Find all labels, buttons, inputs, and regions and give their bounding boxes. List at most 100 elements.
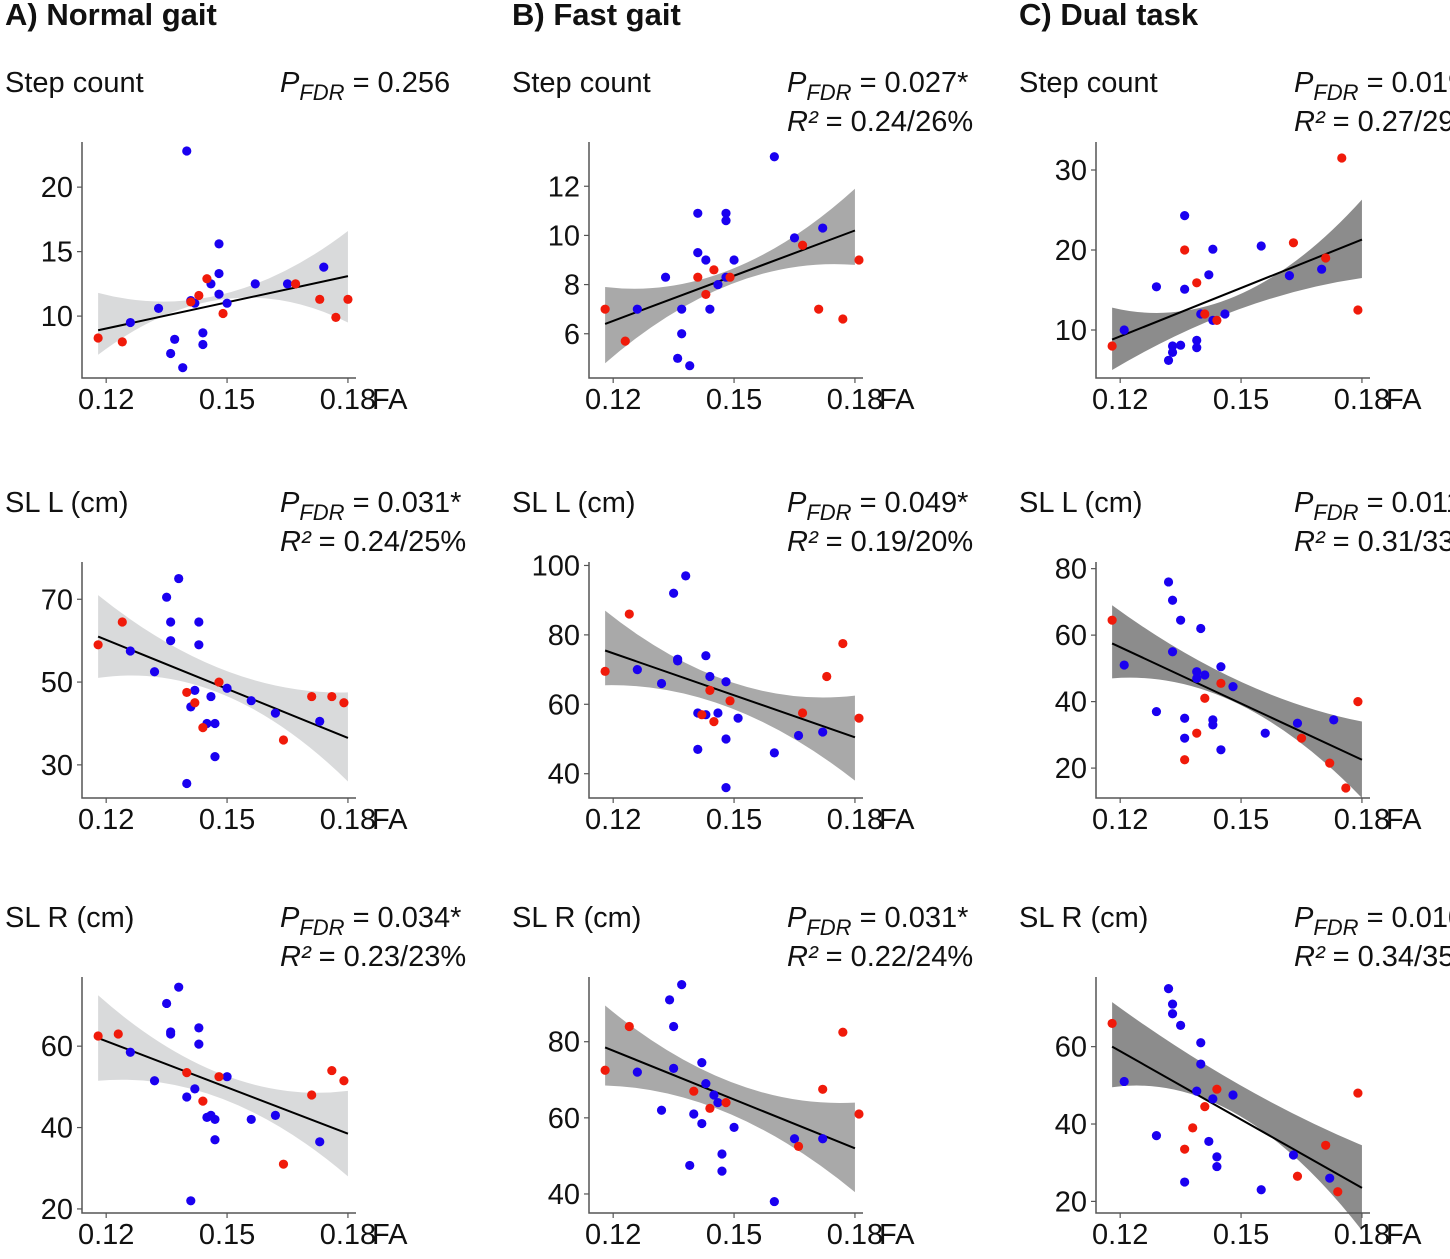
y-tick-label-0: 10 [1055,315,1087,347]
point-blue-15 [1216,745,1226,755]
point-blue-9 [697,1118,707,1129]
point-blue-16 [282,279,293,289]
y-tick-label-0: 20 [1055,1186,1087,1218]
r2-label: R²= 0.27/29% [1294,106,1450,138]
point-blue-18 [1292,718,1303,728]
regression-line [604,649,856,739]
point-blue-17 [1260,728,1270,738]
x-tick-label-1: 0.15 [1213,1219,1269,1251]
x-tick-label-0: 0.12 [1092,384,1148,416]
point-red-2 [186,297,196,307]
point-blue-13 [210,751,220,762]
point-blue-18 [315,1137,325,1147]
point-red-4 [214,1072,224,1082]
y-tick-label-1: 60 [548,689,580,721]
y-axis-label: Step count [512,67,651,99]
point-red-9 [343,294,353,304]
point-blue-9 [198,339,208,350]
y-tick-label-2: 60 [1055,620,1087,652]
x-tick-label-1: 0.15 [199,384,255,416]
point-red-1 [1180,755,1190,765]
p-value: = 0.256 [353,67,451,99]
point-blue-15 [733,713,743,723]
point-blue-17 [789,1134,800,1144]
point-blue-4 [166,636,176,646]
point-red-7 [1333,1187,1343,1197]
point-blue-6 [693,208,703,218]
r2-label: R² = 0.19/20% [787,526,973,558]
point-red-5 [1296,733,1307,743]
point-blue-9 [1196,1059,1206,1069]
point-blue-6 [1180,1177,1190,1187]
point-red-3 [198,1096,208,1106]
point-red-7 [1341,783,1351,793]
p-subscript: FDR [1313,915,1358,940]
point-blue-0 [1119,1076,1129,1087]
point-blue-8 [198,328,208,338]
point-blue-6 [1180,211,1190,221]
point-blue-0 [125,646,135,656]
point-blue-2 [1163,984,1174,994]
axes [1095,977,1370,1214]
p-subscript: FDR [299,500,344,525]
p-value-label: PFDR = 0.256 [280,67,450,105]
p-value-label: PFDR = 0.031* [787,902,968,940]
point-red-6 [307,1090,317,1100]
y-tick-label-0: 10 [41,301,73,333]
point-red-4 [1216,678,1226,688]
point-blue-4 [166,1029,176,1039]
r2-value: = 0.31/33% [1333,526,1450,558]
point-blue-4 [1167,647,1178,657]
point-blue-0 [632,664,642,675]
point-red-7 [822,671,832,682]
point-blue-2 [669,588,679,598]
point-red-8 [838,314,848,324]
point-red-2 [697,710,707,720]
x-tick-label-1: 0.15 [706,804,762,836]
point-red-4 [198,723,208,733]
x-tick-label-0: 0.12 [585,384,641,416]
x-axis-label: FA [1386,804,1422,836]
point-red-2 [1188,1123,1198,1133]
p-value-label: PFDR = 0.049* [787,487,968,525]
point-blue-8 [190,1084,200,1094]
point-blue-10 [705,671,715,682]
point-red-7 [1337,153,1347,163]
point-red-4 [1212,315,1222,325]
r2-value: = 0.23/23% [319,941,467,973]
point-red-0 [93,1031,103,1041]
r2-symbol: R² [1294,106,1326,138]
x-axis-label: FA [1386,384,1422,416]
axes [81,977,356,1214]
p-value: = 0.049* [860,487,969,519]
point-blue-1 [1151,706,1162,717]
point-red-7 [814,304,824,314]
point-blue-13 [214,289,224,299]
point-red-6 [278,735,289,745]
point-blue-8 [701,651,711,661]
panel-4: SL L (cm) PFDR = 0.049* R² = 0.19/20% 40 60 80 1… [512,487,973,836]
point-blue-13 [210,1135,220,1145]
point-blue-7 [190,685,200,695]
y-tick-label-0: 40 [548,759,580,791]
point-blue-3 [669,1021,679,1032]
point-red-8 [327,691,337,702]
x-tick-label-2: 0.18 [1334,384,1390,416]
point-blue-0 [125,317,135,328]
point-blue-5 [685,361,695,371]
r2-symbol: R² [280,941,312,973]
p-subscript: FDR [806,500,851,525]
point-red-2 [182,687,192,698]
y-tick-label-0: 30 [41,750,73,782]
r2-value: = 0.27/29% [1333,106,1450,138]
point-red-0 [93,333,103,343]
point-red-1 [117,337,127,347]
point-blue-3 [677,304,687,314]
axes [1095,142,1370,379]
regression-line [1111,1045,1363,1189]
point-blue-1 [656,1105,667,1115]
y-axis-label: SL L (cm) [512,487,636,519]
y-tick-label-2: 80 [548,620,580,652]
point-blue-6 [182,1092,192,1102]
point-red-8 [331,312,341,322]
